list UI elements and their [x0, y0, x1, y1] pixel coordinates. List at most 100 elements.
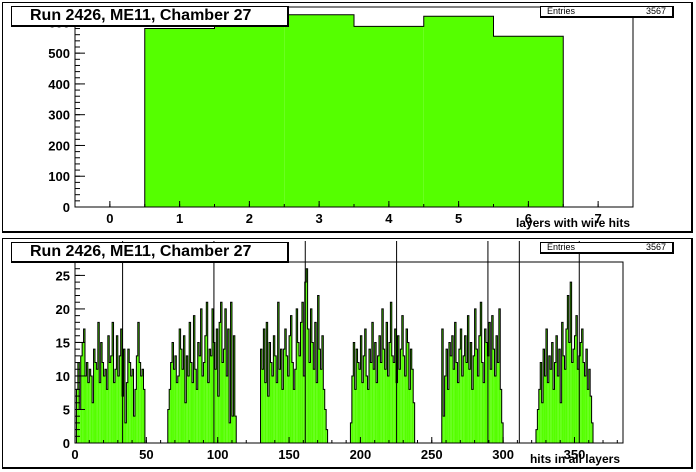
bar [314, 322, 317, 443]
bar [187, 375, 190, 443]
bar [316, 382, 318, 443]
bar [96, 369, 98, 443]
bar [194, 369, 197, 443]
y-tick-label: 100 [48, 169, 70, 184]
bar [284, 14, 354, 208]
bar [543, 349, 545, 443]
bar [537, 409, 539, 443]
bar [117, 375, 120, 443]
stats-box: Entries 3567 [540, 242, 674, 254]
x-tick-label: 4 [385, 211, 393, 226]
bar [368, 349, 371, 443]
bar [167, 409, 170, 443]
x-tick-label: 300 [492, 447, 514, 462]
bar [127, 349, 130, 443]
bar [377, 355, 379, 443]
bar [216, 329, 218, 443]
bar [565, 329, 568, 443]
bar [180, 349, 183, 443]
top-histogram-pad: 012345670100200300400500600layers with w… [2, 2, 693, 233]
x-tick-label: 50 [139, 447, 153, 462]
bar [172, 342, 174, 443]
bar [386, 322, 388, 443]
bar [192, 382, 194, 443]
bar [466, 362, 468, 443]
bar [568, 342, 571, 443]
bar [383, 349, 385, 443]
bar [411, 369, 414, 443]
stats-entries-value: 3567 [645, 6, 666, 16]
bar [483, 382, 485, 443]
bar [488, 322, 491, 443]
bar [397, 335, 399, 443]
bar [468, 369, 471, 443]
bar [406, 329, 408, 443]
bar [541, 402, 544, 443]
bar [554, 362, 556, 443]
bar [321, 335, 324, 443]
bar [373, 369, 375, 443]
bar [301, 302, 304, 443]
bar [500, 389, 502, 443]
bar [307, 329, 310, 443]
bar [294, 369, 297, 443]
bar [303, 375, 305, 443]
bar [363, 355, 365, 443]
bar [451, 335, 454, 443]
bar [351, 375, 354, 443]
bar [560, 402, 562, 443]
bar [364, 329, 367, 443]
bar [276, 382, 278, 443]
top-histogram: 012345670100200300400500600layers with w… [48, 6, 634, 230]
bar [323, 389, 325, 443]
bar [448, 342, 451, 443]
bar [123, 349, 125, 443]
bar [564, 369, 566, 443]
bar [561, 322, 564, 443]
bar [558, 349, 561, 443]
x-tick-label: 0 [106, 211, 113, 226]
bar [90, 375, 93, 443]
bar [93, 349, 95, 443]
bar [116, 335, 118, 443]
bar [140, 375, 143, 443]
histogram-outline [535, 281, 594, 443]
histogram-outline [144, 14, 564, 207]
bar [230, 302, 232, 443]
bar [548, 355, 551, 443]
bar [206, 302, 208, 443]
y-tick-label: 25 [56, 268, 70, 283]
bar [584, 375, 586, 443]
bar [470, 342, 472, 443]
bar [100, 342, 103, 443]
bar [444, 375, 447, 443]
bar [233, 335, 235, 443]
bar [486, 342, 488, 443]
bar [320, 369, 322, 443]
bar [210, 355, 212, 443]
stats-entries-value: 3567 [645, 242, 666, 252]
bar [129, 362, 131, 443]
y-tick-label: 200 [48, 138, 70, 153]
bar [467, 315, 469, 443]
y-tick-label: 20 [56, 302, 70, 317]
y-tick-label: 400 [48, 77, 70, 92]
plot-frame [74, 261, 624, 444]
x-tick-label: 100 [207, 447, 229, 462]
bar [83, 329, 85, 443]
bar [567, 295, 569, 443]
bar [87, 382, 90, 443]
bar [319, 349, 321, 443]
bar [300, 322, 302, 443]
bar [538, 389, 541, 443]
bar [390, 302, 392, 443]
bar [200, 308, 203, 443]
bar [266, 322, 268, 443]
bar [89, 369, 91, 443]
bottom-histogram-pad: 0 50 100 150 200 250 300 350 0 5 10 15 20 25 hits in a… [2, 238, 693, 469]
bar [553, 389, 555, 443]
bar [545, 329, 548, 443]
bar [263, 329, 265, 443]
bar [279, 369, 281, 443]
bar [229, 422, 231, 443]
